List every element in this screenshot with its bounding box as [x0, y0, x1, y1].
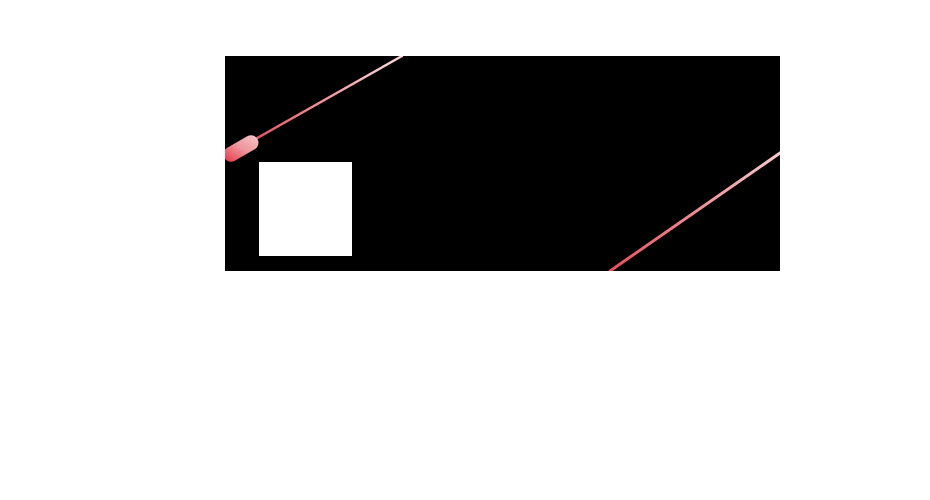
capsule-object	[225, 135, 259, 162]
white-square	[259, 162, 352, 256]
scene-viewport	[225, 56, 780, 271]
laser-beam-1	[250, 56, 404, 143]
scene-render	[225, 56, 780, 271]
laser-beam-2	[608, 151, 780, 271]
